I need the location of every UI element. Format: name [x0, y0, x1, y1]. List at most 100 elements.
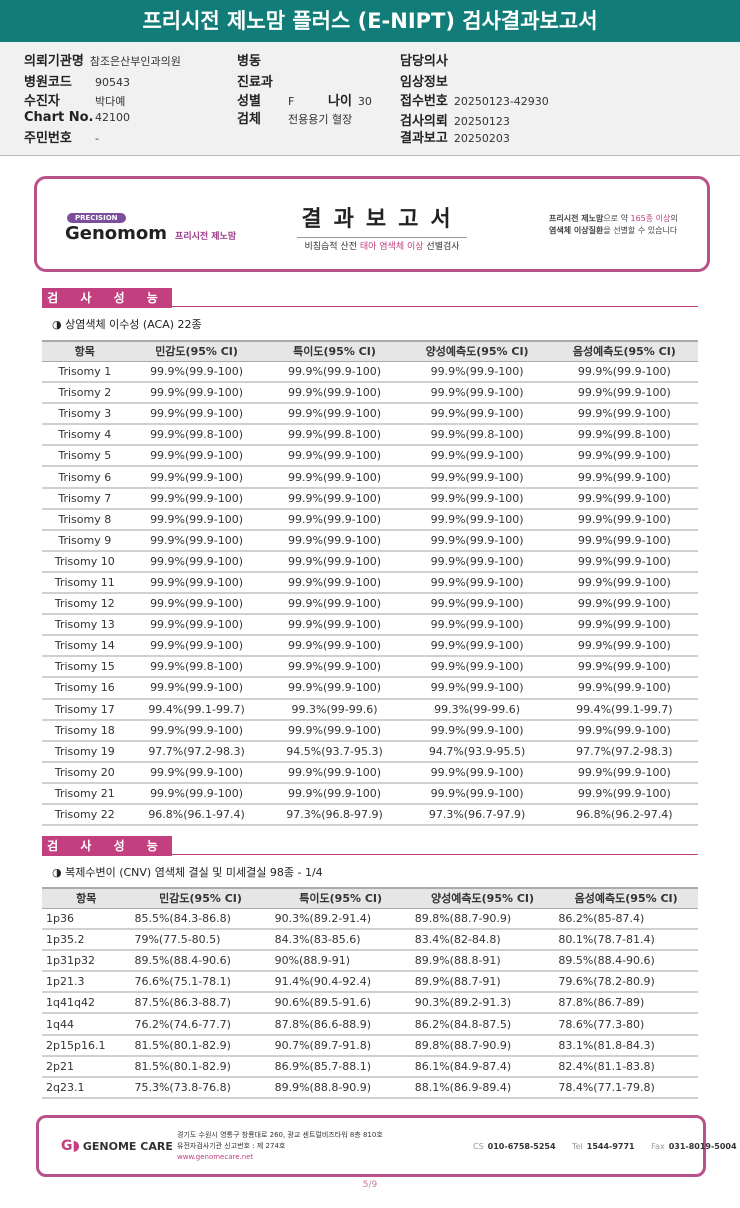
value-cell: 83.4%(82-84.8)	[410, 929, 555, 952]
value-cell: 86.2%(84.8-87.5)	[410, 1013, 555, 1036]
website-link[interactable]: www.genomecare.net	[177, 1153, 254, 1161]
value: 90543	[95, 76, 130, 89]
value-cell: 97.3%(96.8-97.9)	[265, 803, 404, 827]
label: 의뢰기관명	[24, 54, 84, 69]
table-row: 1p31p32 89.5%(88.4-90.6) 90%(88.9-91) 89.9%…	[42, 950, 698, 973]
table-row: Trisomy 15 99.9%(99.8-100) 99.9%(99.9-100)…	[42, 656, 698, 679]
value-cell: 99.9%(99.9-100)	[403, 445, 551, 468]
value-cell: 99.9%(99.9-100)	[550, 593, 698, 616]
column-header: 항목	[42, 887, 131, 909]
item-cell: Trisomy 16	[42, 677, 128, 700]
section-header: 검 사 성 능	[42, 835, 698, 856]
value-cell: 99.9%(99.9-100)	[127, 593, 266, 616]
table-row: Trisomy 11 99.9%(99.9-100) 99.9%(99.9-100)…	[42, 571, 698, 595]
label: 검체	[237, 112, 261, 127]
table-row: 2p15p16.1 81.5%(80.1-82.9) 90.7%(89.7-91.8…	[42, 1034, 698, 1057]
item-cell: Trisomy 6	[42, 466, 128, 489]
value-cell: 90.3%(89.2-91.3)	[410, 992, 555, 1015]
value-cell: 99.9%(99.9-100)	[265, 550, 404, 573]
value-cell: 99.9%(99.9-100)	[550, 782, 698, 805]
table-row: Trisomy 7 99.9%(99.9-100) 99.9%(99.9-100) 9…	[42, 487, 698, 510]
value-cell: 99.9%(99.9-100)	[403, 403, 551, 426]
value-cell: 99.9%(99.9-100)	[127, 445, 266, 468]
value-cell: 99.9%(99.9-100)	[550, 466, 698, 489]
genomom-logo: Genomom 프리시전 제노맘	[65, 223, 236, 244]
value-cell: 99.9%(99.9-100)	[127, 550, 266, 573]
value-cell: 99.9%(99.9-100)	[127, 677, 266, 700]
value-cell: 99.9%(99.9-100)	[403, 361, 551, 384]
item-cell: Trisomy 21	[42, 782, 128, 805]
t: 을 선별할 수 있습니다	[603, 226, 678, 235]
label: 병동	[237, 54, 261, 69]
value-cell: 89.9%(88.8-91)	[410, 950, 555, 973]
item-cell: 1p35.2	[42, 929, 131, 952]
table-row: Trisomy 16 99.9%(99.9-100) 99.9%(99.9-100)…	[42, 677, 698, 700]
item-cell: Trisomy 14	[42, 635, 128, 658]
address: 경기도 수원시 영통구 창룡대로 260, 광교 센트럴비즈타워 8층 810호…	[177, 1130, 383, 1163]
ward-field: 병동	[237, 50, 261, 69]
value-cell: 94.5%(93.7-95.3)	[265, 740, 404, 763]
value-cell: 94.7%(93.9-95.5)	[403, 740, 551, 763]
doctor-field: 담당의사	[400, 50, 448, 69]
value-cell: 99.9%(99.9-100)	[265, 656, 404, 679]
specimen-field: 검체 전용용기 혈장	[237, 108, 352, 127]
value-cell: 99.9%(99.9-100)	[403, 761, 551, 784]
item-cell: 2q23.1	[42, 1076, 131, 1099]
column-header: 항목	[42, 340, 128, 362]
table-row: 1p35.2 79%(77.5-80.5) 84.3%(83-85.6) 83.4%(…	[42, 929, 698, 952]
value-cell: 80.1%(78.7-81.4)	[554, 929, 698, 952]
value-cell: 99.9%(99.9-100)	[265, 719, 404, 742]
label: 나이	[328, 94, 352, 109]
chart-field: Chart No. 42100	[24, 110, 130, 125]
aca-performance-table: 항목 민감도(95% CI) 특이도(95% CI) 양성예측도(95% CI) 음성예…	[42, 340, 698, 827]
value-cell: 99.9%(99.9-100)	[127, 761, 266, 784]
logo-text: GENOME CARE	[82, 1140, 173, 1153]
item-cell: Trisomy 8	[42, 508, 128, 531]
table-row: 2p21 81.5%(80.1-82.9) 86.9%(85.7-88.1) 86.1…	[42, 1055, 698, 1078]
section-subtitle: ◑ 복제수변이 (CNV) 염색체 결실 및 미세결실 98종 - 1/4	[52, 866, 323, 879]
item-cell: Trisomy 18	[42, 719, 128, 742]
dept-field: 진료과	[237, 71, 273, 90]
value-cell: 75.3%(73.8-76.8)	[130, 1076, 271, 1099]
value-cell: 96.8%(96.1-97.4)	[127, 803, 266, 827]
item-cell: Trisomy 15	[42, 656, 128, 679]
request-field: 검사의뢰 20250123	[400, 110, 510, 129]
value-cell: 86.2%(85-87.4)	[554, 908, 698, 931]
value-cell: 96.8%(96.2-97.4)	[550, 803, 698, 827]
item-cell: Trisomy 4	[42, 424, 128, 447]
t: 으로 약	[603, 214, 631, 223]
item-cell: 2p15p16.1	[42, 1034, 131, 1057]
label: 임상정보	[400, 75, 448, 90]
value-cell: 99.9%(99.9-100)	[127, 571, 266, 595]
value-cell: 97.3%(96.7-97.9)	[403, 803, 551, 827]
table-row: 1q41q42 87.5%(86.3-88.7) 90.6%(89.5-91.6) 9…	[42, 992, 698, 1015]
section-subtitle: ◑ 상염색체 이수성 (ACA) 22종	[52, 318, 202, 331]
table-row: Trisomy 9 99.9%(99.9-100) 99.9%(99.9-100) 9…	[42, 529, 698, 552]
value-cell: 99.9%(99.9-100)	[265, 508, 404, 531]
value-cell: 99.9%(99.9-100)	[127, 382, 266, 405]
value-cell: 99.9%(99.9-100)	[127, 529, 266, 552]
value-cell: 76.2%(74.6-77.7)	[130, 1013, 271, 1036]
column-header: 양성예측도(95% CI)	[403, 340, 551, 362]
item-cell: Trisomy 11	[42, 571, 128, 595]
cnv-performance-table: 항목 민감도(95% CI) 특이도(95% CI) 양성예측도(95% CI) 음성예…	[42, 887, 698, 1099]
item-cell: 1q44	[42, 1013, 131, 1036]
value-cell: 99.9%(99.9-100)	[403, 635, 551, 658]
value-cell: 99.9%(99.9-100)	[265, 635, 404, 658]
value-cell: 99.9%(99.9-100)	[265, 445, 404, 468]
value-cell: 99.9%(99.9-100)	[265, 677, 404, 700]
value-cell: 78.4%(77.1-79.8)	[554, 1076, 698, 1099]
age-field: 나이 30	[328, 90, 372, 109]
value-cell: 99.9%(99.9-100)	[265, 761, 404, 784]
value-cell: 99.9%(99.9-100)	[127, 466, 266, 489]
value: 20250123-42930	[453, 95, 549, 108]
label: 담당의사	[400, 54, 448, 69]
table-row: Trisomy 21 99.9%(99.9-100) 99.9%(99.9-100)…	[42, 782, 698, 805]
value-cell: 99.9%(99.9-100)	[403, 782, 551, 805]
table-row: Trisomy 14 99.9%(99.9-100) 99.9%(99.9-100)…	[42, 635, 698, 658]
item-cell: 1p31p32	[42, 950, 131, 973]
table-row: 2q23.1 75.3%(73.8-76.8) 89.9%(88.8-90.9) 88…	[42, 1076, 698, 1099]
table-row: Trisomy 8 99.9%(99.9-100) 99.9%(99.9-100) 9…	[42, 508, 698, 531]
value-cell: 99.9%(99.9-100)	[403, 508, 551, 531]
value-cell: 87.8%(86.7-89)	[554, 992, 698, 1015]
